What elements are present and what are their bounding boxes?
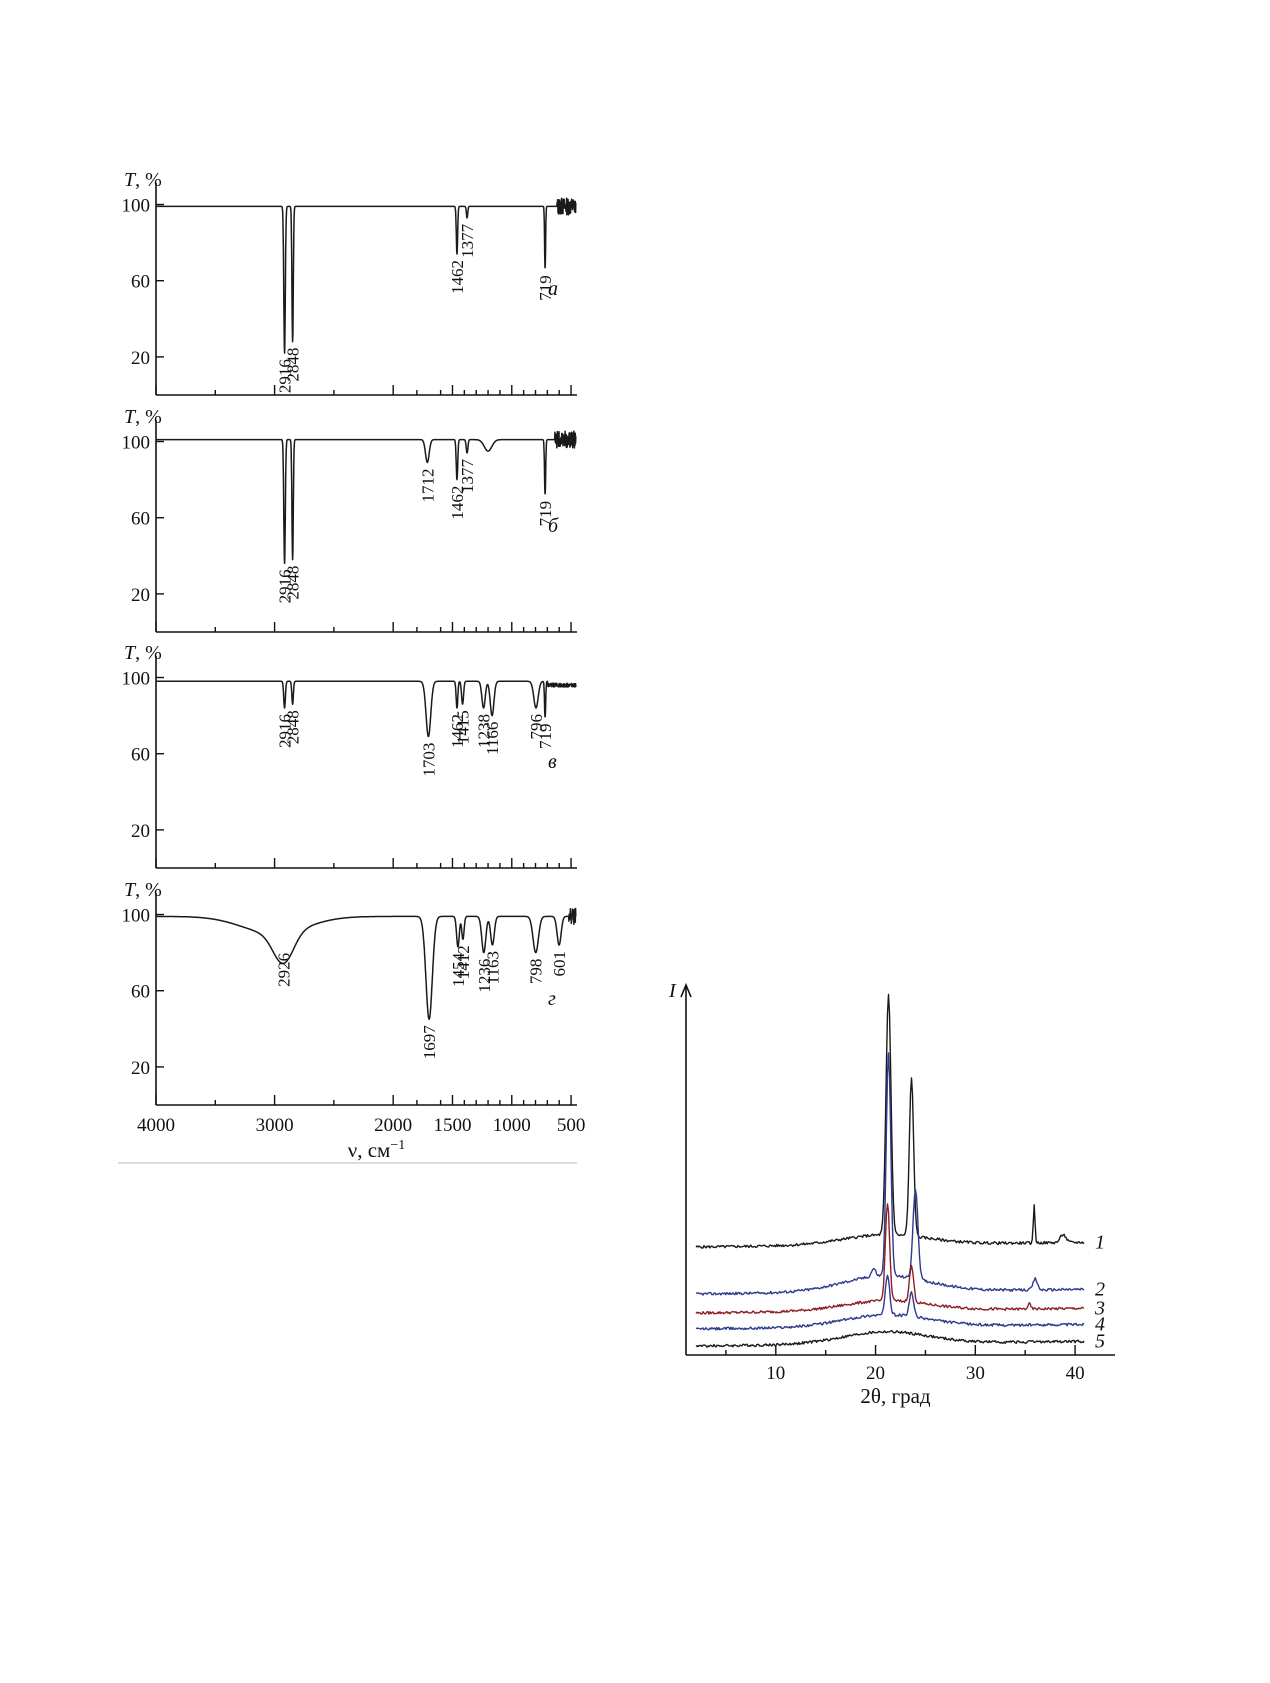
y-tick-label: 100 [122, 196, 151, 217]
xrd-series-line [695, 993, 1085, 1249]
y-axis-label-symbol: T [124, 406, 137, 428]
ir-spectrum-line [155, 197, 577, 354]
peak-label: 1238 [475, 714, 494, 748]
peak-label: 2916 [276, 569, 295, 603]
y-axis-label: T, % [124, 642, 162, 664]
x-axis-label-sup: −1 [390, 1138, 405, 1153]
xrd-series-label: 1 [1095, 1231, 1105, 1253]
x-tick-label: 500 [557, 1115, 586, 1136]
peak-label: 719 [536, 501, 555, 527]
y-axis-label: T, % [124, 169, 162, 191]
peak-label: 2848 [284, 348, 303, 382]
xrd-series-line [695, 1203, 1085, 1315]
xrd-x-tick-label: 40 [1066, 1363, 1085, 1384]
peak-label: 1166 [483, 722, 502, 755]
peak-label: 1462 [448, 486, 467, 520]
panel-label: б [548, 515, 559, 537]
panel-label: г [548, 988, 556, 1010]
y-axis-label-unit: , % [135, 879, 162, 901]
peak-label: 2916 [276, 359, 295, 393]
peak-label: 2916 [276, 714, 295, 748]
peak-label: 1462 [448, 260, 467, 294]
peak-label: 601 [550, 951, 569, 977]
x-tick-label: 1500 [433, 1115, 471, 1136]
x-tick-label: 2000 [374, 1115, 412, 1136]
peak-label: 1697 [420, 1025, 439, 1060]
x-tick-label: 1000 [493, 1115, 531, 1136]
y-axis-label-unit: , % [135, 642, 162, 664]
y-tick-label: 20 [131, 1058, 150, 1079]
peak-label: 1712 [418, 468, 437, 502]
peak-label: 1377 [458, 223, 477, 258]
peak-label: 1703 [419, 743, 438, 777]
peak-label: 1415 [454, 710, 473, 744]
y-tick-label: 20 [131, 821, 150, 842]
peak-label: 1454 [449, 952, 468, 987]
peak-label: 719 [536, 724, 555, 750]
ir-spectrum-line [155, 430, 577, 565]
peak-label: 719 [536, 275, 555, 301]
y-tick-label: 60 [131, 982, 150, 1003]
y-tick-label: 100 [122, 906, 151, 927]
panel-label: а [548, 278, 558, 300]
xrd-series-label: 3 [1094, 1297, 1105, 1319]
y-axis-label-unit: , % [135, 169, 162, 191]
x-tick-label: 4000 [137, 1115, 175, 1136]
xrd-series-line [695, 1329, 1085, 1348]
peak-label: 1236 [475, 959, 494, 993]
peak-label: 1462 [448, 714, 467, 748]
xrd-series-label: 2 [1095, 1278, 1105, 1300]
peak-label: 2848 [284, 566, 303, 600]
peak-label: 2848 [284, 710, 303, 744]
y-axis-label: T, % [124, 406, 162, 428]
xrd-series-label: 4 [1095, 1313, 1105, 1335]
xrd-x-tick-label: 30 [966, 1363, 985, 1384]
y-tick-label: 20 [131, 348, 150, 369]
y-tick-label: 60 [131, 272, 150, 293]
panel-label: в [548, 751, 557, 773]
y-axis-label-symbol: T [124, 879, 137, 901]
ir-spectrum-line [155, 680, 577, 738]
y-tick-label: 60 [131, 745, 150, 766]
y-axis-label-symbol: T [124, 642, 137, 664]
xrd-series-label: 5 [1095, 1330, 1105, 1352]
y-tick-label: 60 [131, 509, 150, 530]
peak-label: 796 [527, 714, 546, 740]
y-tick-label: 100 [122, 433, 151, 454]
y-tick-label: 20 [131, 585, 150, 606]
peak-label: 2926 [274, 953, 293, 987]
xrd-y-arrow [680, 982, 692, 998]
y-axis-label-symbol: T [124, 169, 137, 191]
xrd-x-tick-label: 10 [766, 1363, 785, 1384]
y-axis-label-unit: , % [135, 406, 162, 428]
xrd-x-axis-label: 2θ, град [860, 1384, 930, 1408]
y-axis-label: T, % [124, 879, 162, 901]
peak-label: 1412 [454, 945, 473, 979]
xrd-series-line [695, 1052, 1085, 1296]
ir-spectrum-line [155, 907, 577, 1020]
peak-label: 1163 [483, 951, 502, 984]
xrd-series-line [695, 1274, 1085, 1331]
xrd-x-tick-label: 20 [866, 1363, 885, 1384]
peak-label: 798 [527, 959, 546, 985]
x-axis-label: ν, см−1 [348, 1138, 406, 1162]
xrd-y-axis-label: I [668, 980, 677, 1002]
peak-label: 1377 [458, 458, 477, 493]
y-tick-label: 100 [122, 669, 151, 690]
x-tick-label: 3000 [256, 1115, 294, 1136]
